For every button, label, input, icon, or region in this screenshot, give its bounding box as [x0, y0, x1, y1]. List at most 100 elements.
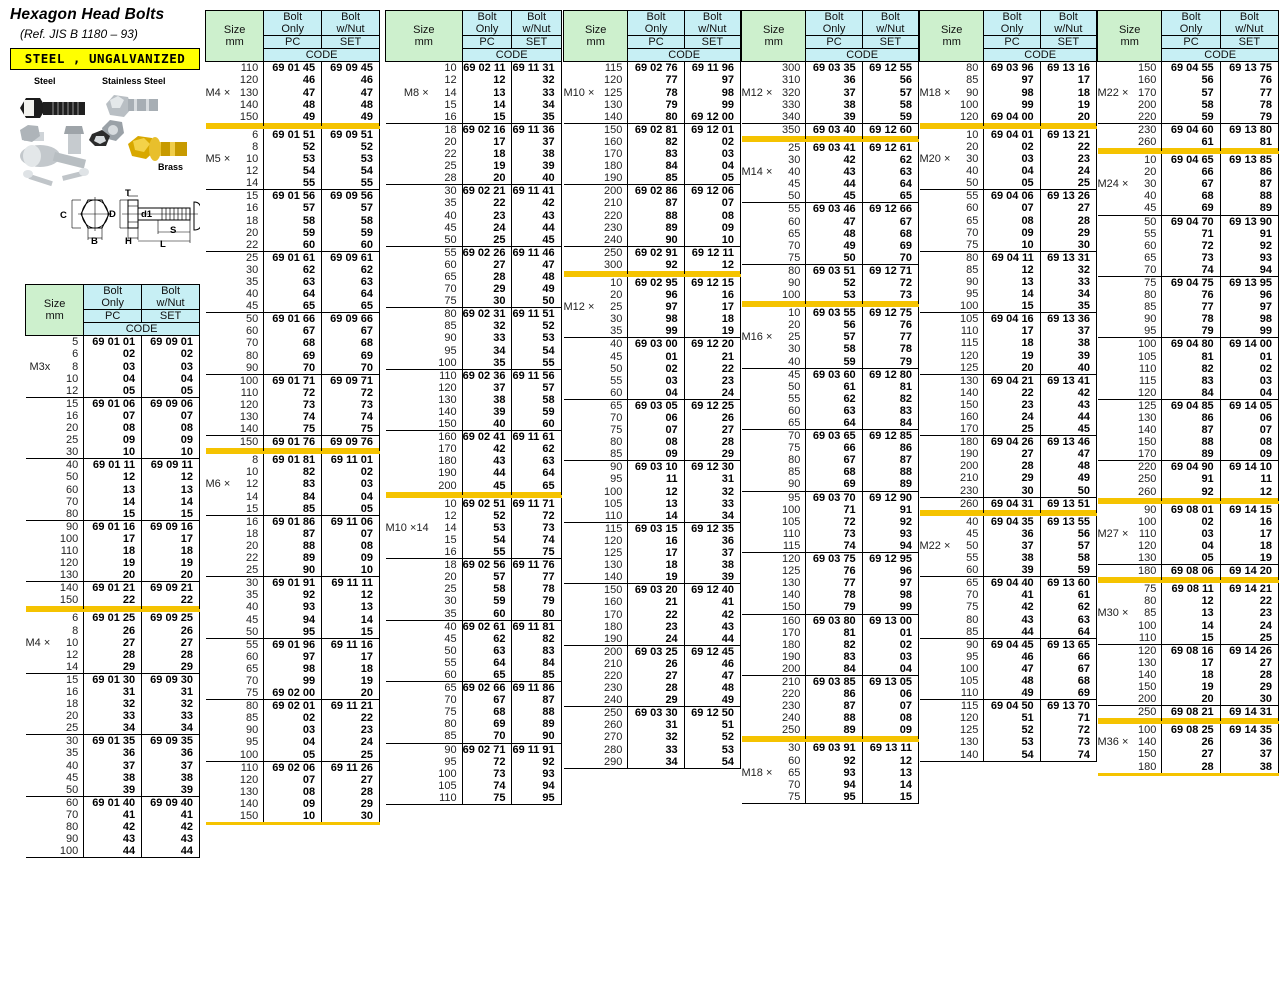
cell-code-set: 04	[862, 662, 920, 676]
cell-code-pc: 69 03 75	[805, 552, 863, 566]
cell-code-set: 97	[862, 577, 920, 590]
table-row: 210 26 46	[563, 657, 742, 670]
table-row: 30 69 01 35 69 09 35	[25, 734, 200, 748]
cell-code-pc: 41	[83, 808, 143, 822]
cell-code-set: 69 09 16	[141, 519, 200, 533]
table-row: 125 76 96	[741, 565, 920, 578]
cell-size: 140	[25, 581, 85, 595]
table-row: 90 69 89	[741, 478, 920, 492]
table-row: 80 69 69	[205, 349, 380, 362]
group-separator	[205, 448, 380, 453]
table-row: 140 75 75	[205, 423, 380, 436]
cell-length-mm: 70	[966, 226, 979, 239]
cell-size: 240	[563, 694, 629, 707]
cell-code-set: 67	[862, 215, 920, 228]
cell-size: 100	[1097, 619, 1163, 632]
cell-code-pc: 88	[1161, 436, 1221, 449]
cell-size: 25	[741, 138, 807, 155]
cell-code-pc: 53	[983, 736, 1041, 749]
cell-code-set: 47	[321, 86, 380, 99]
header-code: CODE	[263, 48, 380, 63]
cell-size: 220	[1097, 460, 1163, 474]
cell-size: 40	[25, 759, 85, 772]
cell-code-pc: 14	[983, 288, 1041, 301]
cell-code-pc: 72	[1161, 239, 1221, 252]
cell-code-set: 72	[1040, 724, 1098, 737]
cell-size: 80	[385, 718, 463, 731]
table-row: M6 × 12 83 03	[205, 478, 380, 491]
cell-size: 30	[385, 184, 463, 198]
cell-code-pc: 69 08 01	[1161, 500, 1221, 516]
cell-size: 90	[385, 332, 463, 345]
cell-size: 40	[205, 288, 265, 301]
cell-code-pc: 09	[83, 434, 143, 447]
table-row: 5 69 01 01 69 09 01	[25, 335, 200, 349]
cell-code-pc: 85	[627, 172, 685, 185]
cell-length-mm: 12	[246, 165, 259, 178]
cell-code-pc: 69 04 65	[1161, 151, 1221, 167]
cell-code-set: 73	[862, 289, 920, 302]
cell-code-set: 69 09 06	[141, 396, 200, 410]
cell-code-pc: 07	[983, 202, 1041, 215]
cell-code-pc: 97	[627, 301, 685, 314]
header-bolt-only-line1: Bolt	[477, 11, 497, 23]
cell-code-pc: 47	[805, 215, 863, 228]
table-row: 60 47 67	[741, 215, 920, 228]
cell-size: 140	[741, 589, 807, 602]
cell-code-pc: 18	[462, 148, 513, 161]
cell-size: 80	[1097, 289, 1163, 302]
dim-label-T: T	[125, 188, 131, 199]
cell-size: 45	[385, 632, 463, 645]
table-row: 30 58 78	[741, 343, 920, 356]
page-title: Hexagon Head Bolts	[10, 6, 165, 23]
header-bolt-with-nut: Bolt w/Nut	[1219, 9, 1280, 36]
cell-code-set: 60	[511, 418, 562, 431]
cell-size: 30	[741, 154, 807, 167]
cell-code-pc: 14	[83, 495, 143, 508]
cell-size: M12 × 320	[741, 86, 807, 99]
cell-code-pc: 15	[462, 110, 513, 124]
cell-length-mm: 45	[246, 613, 259, 626]
cell-length-mm: 100	[239, 748, 259, 761]
cell-code-pc: 22	[462, 197, 513, 210]
cell-size: 105	[919, 312, 985, 326]
cell-code-set: 69 14 35	[1220, 721, 1280, 737]
cell-code-set: 69 14 20	[1220, 564, 1280, 578]
table-row: 20 66 86	[1097, 166, 1280, 179]
cell-code-pc: 10	[983, 238, 1041, 252]
cell-size: 85	[919, 263, 985, 276]
table-row: 65 69 04 40 69 13 60	[919, 576, 1098, 590]
cell-code-set: 31	[684, 473, 742, 486]
table-row: 230 28 48	[563, 682, 742, 695]
cell-length-mm: 80	[444, 308, 457, 321]
cell-size: 60	[25, 483, 85, 496]
cell-size: 45	[205, 300, 265, 313]
cell-code-pc: 28	[462, 270, 513, 284]
table-row: 140 39 59	[385, 406, 562, 419]
cell-size: 90	[919, 637, 985, 651]
cell-size: 120	[563, 74, 629, 87]
cell-code-set: 69 13 05	[862, 674, 920, 689]
cell-code-set: 62	[862, 154, 920, 167]
cell-length-mm: 30	[788, 343, 801, 356]
cell-size: 180	[1097, 760, 1163, 776]
cell-length-mm: 130	[960, 374, 979, 387]
cell-code-pc: 69 03 40	[805, 122, 863, 136]
table-row: M12 × 320 37 57	[741, 86, 920, 99]
cell-code-pc: 92	[805, 754, 863, 767]
table-row: 130 17 27	[1097, 656, 1280, 669]
table-row: 160 24 44	[919, 411, 1098, 424]
cell-code-set: 04	[321, 490, 380, 503]
cell-code-pc: 73	[462, 767, 513, 780]
table-row: 22 89 09	[205, 552, 380, 565]
cell-code-pc: 89	[627, 221, 685, 234]
cell-size: 120	[919, 712, 985, 725]
header-bolt-only-line2: Only	[101, 297, 124, 310]
cell-length-mm: 20	[246, 226, 259, 239]
cell-code-set: 37	[1040, 325, 1098, 338]
cell-code-pc: 22	[983, 386, 1041, 399]
cell-code-pc: 69 01 61	[263, 250, 323, 264]
cell-code-pc: 02	[983, 140, 1041, 154]
cell-code-set: 92	[862, 515, 920, 528]
